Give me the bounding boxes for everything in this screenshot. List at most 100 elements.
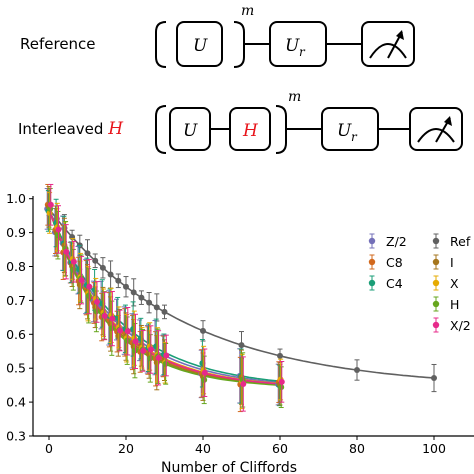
data-point-Ref <box>99 264 106 271</box>
x-ticks: 0 20 40 60 80 100 <box>45 436 446 456</box>
data-point-H <box>93 308 100 315</box>
data-point-X/2 <box>147 346 154 353</box>
x-tick-label: 0 <box>45 441 53 456</box>
data-point-Ref <box>277 352 283 359</box>
data-point-H <box>70 266 77 273</box>
y-tick-label: 0.8 <box>6 259 26 274</box>
data-point-Ref <box>84 250 91 257</box>
data-point-Ref <box>153 304 160 311</box>
interleaved-left-bracket <box>155 105 167 154</box>
legend-marker-Ref <box>432 237 440 245</box>
x-tick-label: 20 <box>118 441 134 456</box>
data-point-X/2 <box>163 352 170 359</box>
legend-label-X/2: X/2 <box>450 318 471 333</box>
data-point-H <box>124 337 131 344</box>
data-point-X/2 <box>124 328 131 335</box>
interleaved-ur-gate: U <box>337 121 352 141</box>
data-point-X/2 <box>117 327 124 334</box>
data-point-Ref <box>238 342 245 349</box>
data-point-X/2 <box>94 298 100 305</box>
data-point-Ref <box>130 289 137 296</box>
data-point-X/2 <box>86 283 93 290</box>
interleaved-measure-icon <box>409 107 463 151</box>
interleaved-label-gate: H <box>107 119 124 139</box>
y-tick-label: 0.5 <box>6 361 26 376</box>
rb-decay-plot: 0.3 0.4 0.5 0.6 0.7 0.8 0.9 1.0 0 20 40 60 80 100 Nu… <box>6 183 474 474</box>
reference-ur-gate: U <box>285 36 300 56</box>
data-point-X/2 <box>78 277 85 284</box>
legend-marker-I <box>432 258 440 266</box>
legend-marker-X <box>432 279 440 287</box>
interleaved-h-box <box>229 107 271 151</box>
data-point-Ref <box>138 294 145 301</box>
reference-ur-subscript: r <box>299 45 306 59</box>
data-point-X/2 <box>155 354 162 361</box>
interleaved-exponent: m <box>288 89 301 105</box>
x-tick-label: 80 <box>349 441 365 456</box>
data-point-X/2 <box>240 381 247 388</box>
data-point-H <box>108 325 115 332</box>
data-point-Ref <box>354 367 360 374</box>
reference-circuit: Reference U m U r <box>20 3 415 68</box>
x-tick-label: 60 <box>272 441 288 456</box>
y-tick-label: 0.3 <box>6 429 26 444</box>
data-point-H <box>147 355 154 362</box>
data-point-Ref <box>431 375 437 382</box>
data-point-X/2 <box>55 226 62 233</box>
data-point-Ref <box>107 271 114 278</box>
data-points <box>44 183 437 413</box>
data-point-X/2 <box>201 369 208 376</box>
legend-label-C4: C4 <box>386 276 403 291</box>
y-tick-label: 0.7 <box>6 293 26 308</box>
y-tick-label: 1.0 <box>6 191 26 206</box>
legend-marker-X/2 <box>432 321 440 329</box>
interleaved-circuit: Interleaved H U H m U r <box>18 89 463 154</box>
legend-label-H: H <box>450 297 459 312</box>
reference-right-bracket <box>233 21 245 68</box>
legend-marker-H <box>432 300 440 308</box>
interleaved-right-bracket <box>275 105 287 154</box>
y-tick-label: 0.6 <box>6 327 26 342</box>
data-point-Ref <box>69 234 76 241</box>
legend-marker-Z/2 <box>368 237 376 245</box>
legend-label-C8: C8 <box>386 255 403 270</box>
legend-marker-C4 <box>368 279 376 287</box>
reference-u-gate: U <box>193 36 208 56</box>
y-tick-label: 0.4 <box>6 395 26 410</box>
legend-label-I: I <box>450 255 454 270</box>
data-point-X/2 <box>101 312 108 319</box>
data-point-Ref <box>146 299 153 306</box>
data-point-Ref <box>161 308 168 315</box>
reference-measure-icon <box>361 21 415 67</box>
reference-label: Reference <box>20 35 96 53</box>
y-tick-label: 0.9 <box>6 225 26 240</box>
reference-left-bracket <box>155 21 167 68</box>
reference-exponent: m <box>241 3 254 19</box>
data-point-Ref <box>200 327 206 334</box>
legend-label-Z/2: Z/2 <box>386 234 407 249</box>
data-point-X/2 <box>70 258 77 265</box>
data-point-X/2 <box>278 378 285 385</box>
data-point-H <box>54 232 61 239</box>
x-tick-label: 100 <box>422 441 446 456</box>
x-axis-label: Number of Cliffords <box>161 460 297 474</box>
data-point-H <box>278 384 285 391</box>
data-point-X/2 <box>132 338 139 345</box>
data-point-H <box>162 360 169 367</box>
data-point-H <box>201 376 208 383</box>
data-point-H <box>131 347 138 354</box>
interleaved-u-gate: U <box>183 121 198 141</box>
data-point-Ref <box>123 283 129 290</box>
data-point-X/2 <box>63 248 70 255</box>
interleaved-h-gate: H <box>242 121 259 141</box>
x-tick-label: 40 <box>195 441 211 456</box>
y-ticks: 0.3 0.4 0.5 0.6 0.7 0.8 0.9 1.0 <box>6 191 33 444</box>
interleaved-label: Interleaved H <box>18 119 124 139</box>
data-point-Ref <box>92 257 99 264</box>
data-point-X/2 <box>47 201 54 208</box>
data-point-H <box>85 292 92 299</box>
legend-marker-C8 <box>368 258 376 266</box>
data-point-X/2 <box>109 315 116 322</box>
legend-label-X: X <box>450 276 459 291</box>
